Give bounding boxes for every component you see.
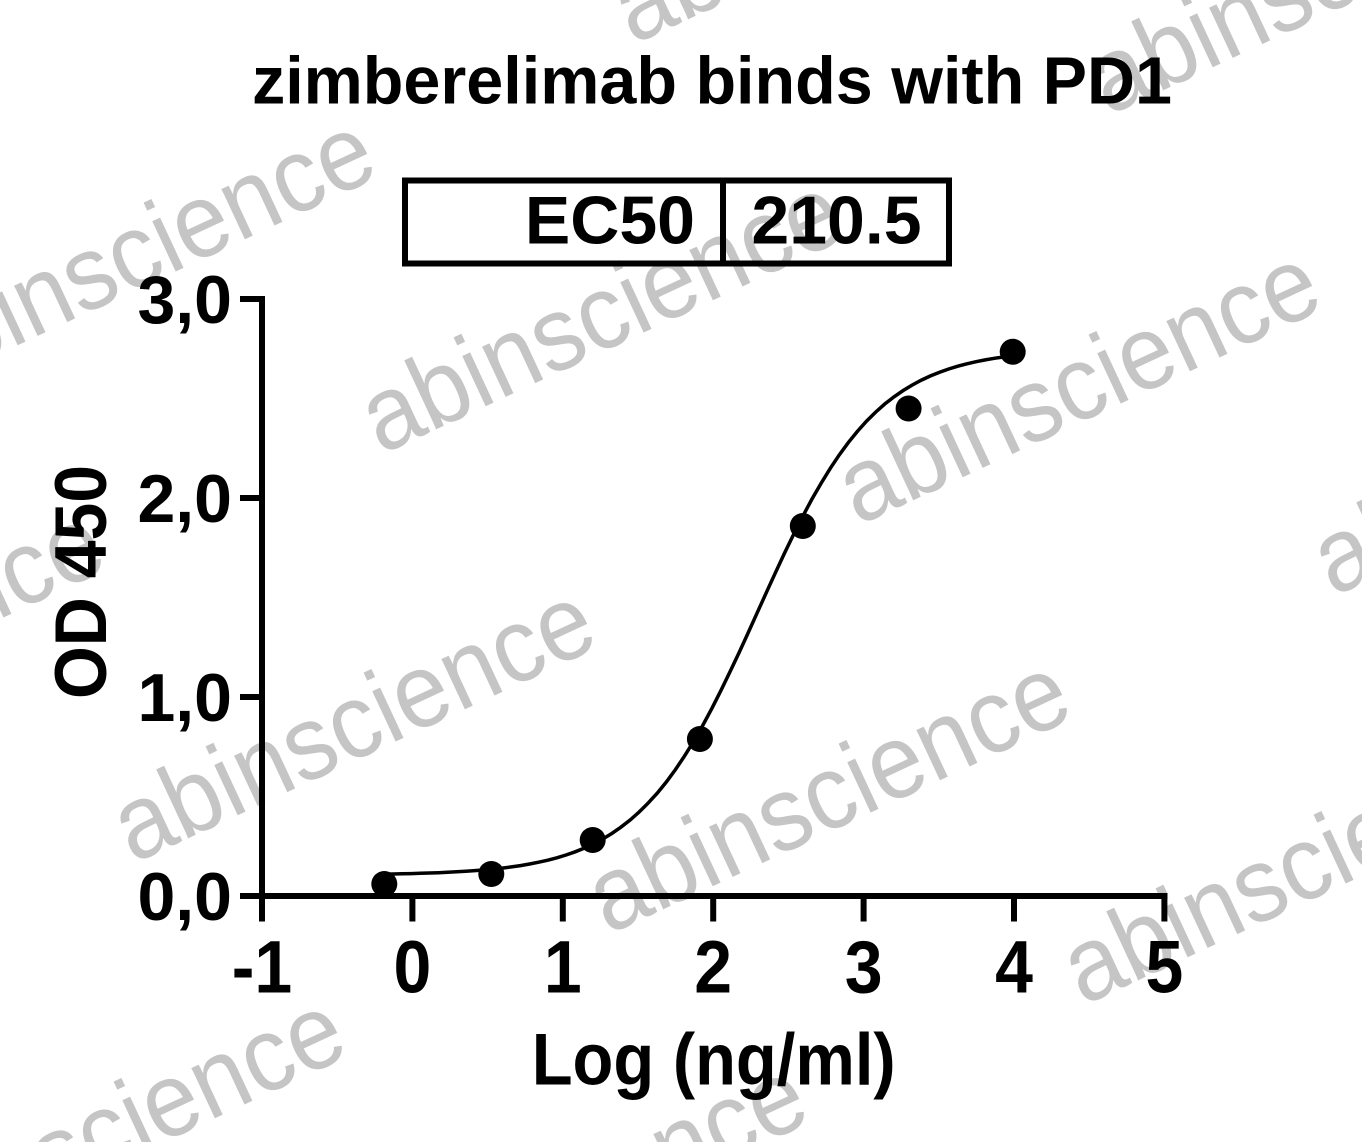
- svg-text:Log (ng/ml): Log (ng/ml): [532, 1020, 896, 1101]
- svg-text:OD 450: OD 450: [41, 465, 122, 699]
- svg-text:3: 3: [845, 927, 883, 1009]
- svg-text:1: 1: [544, 927, 582, 1009]
- svg-text:210.5: 210.5: [751, 183, 921, 259]
- svg-text:5: 5: [1145, 927, 1183, 1009]
- svg-text:1,0: 1,0: [137, 660, 232, 736]
- svg-text:2: 2: [694, 927, 732, 1009]
- svg-text:EC50: EC50: [525, 183, 695, 259]
- svg-text:0,0: 0,0: [137, 859, 232, 935]
- svg-text:2,0: 2,0: [137, 461, 232, 537]
- svg-text:4: 4: [995, 927, 1033, 1009]
- svg-text:0: 0: [393, 927, 431, 1009]
- svg-text:zimberelimab binds with PD1: zimberelimab binds with PD1: [252, 45, 1172, 119]
- svg-text:-1: -1: [232, 927, 292, 1009]
- svg-text:3,0: 3,0: [137, 262, 232, 338]
